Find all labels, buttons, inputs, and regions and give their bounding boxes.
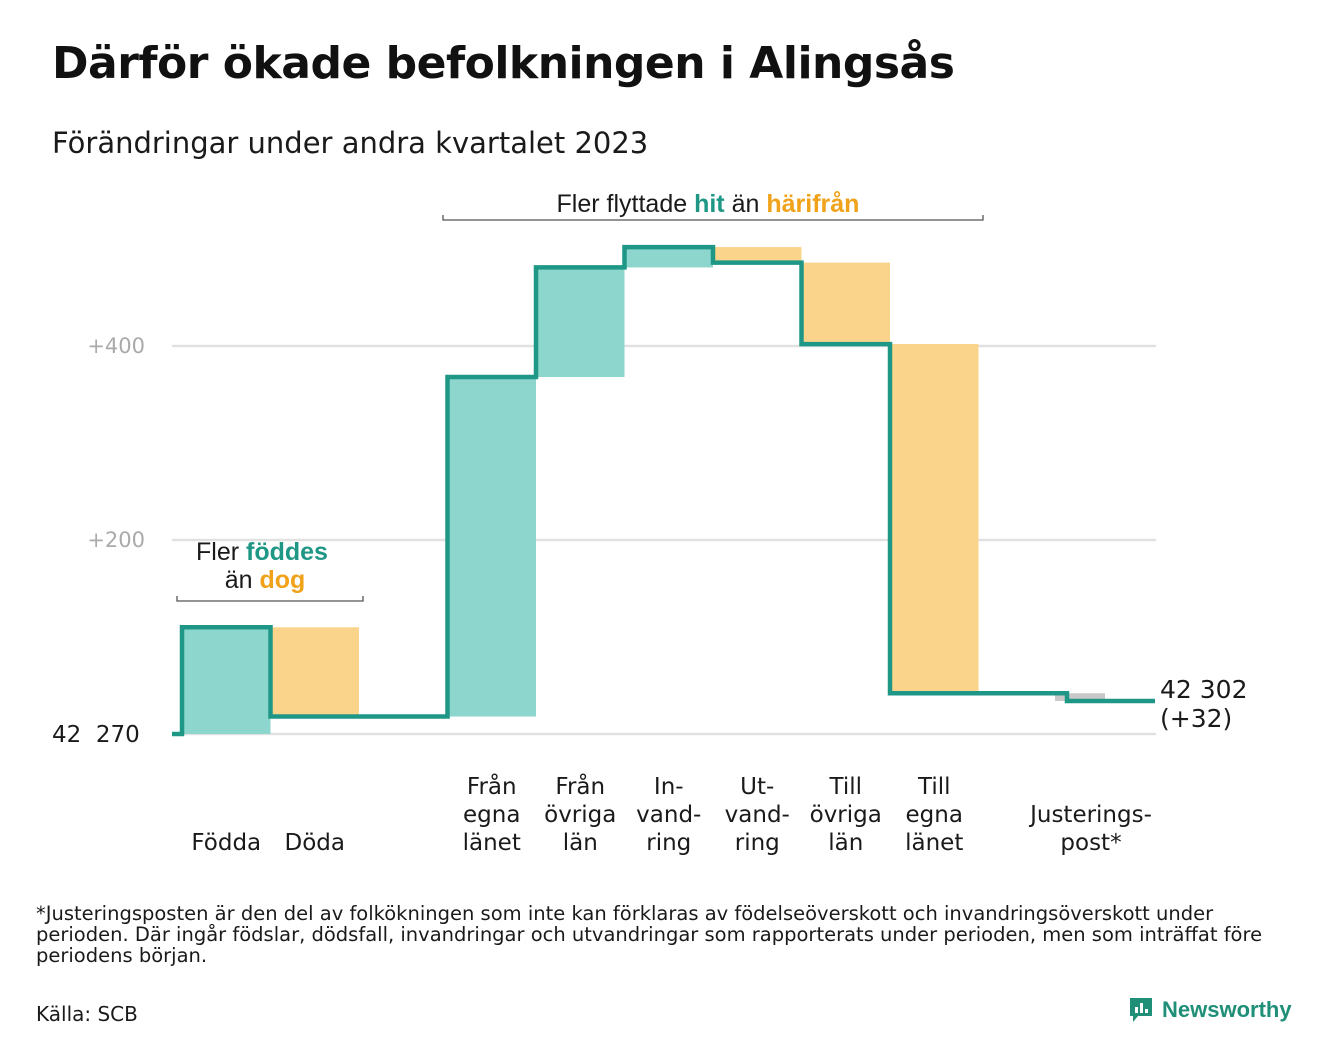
category-label: egna [463, 802, 520, 828]
end-change-label: (+32) [1160, 704, 1232, 733]
category-label: Justerings- [1028, 802, 1152, 828]
category-label: Från [555, 772, 605, 800]
bar-doda [270, 627, 359, 717]
category-label: Till [917, 774, 951, 800]
bar-utvandring [713, 247, 802, 263]
chart-title: Därför ökade befolkningen i Alingsås [52, 38, 955, 89]
grid-layer [172, 344, 1156, 736]
y-tick-label: +200 [87, 528, 145, 552]
bar-layer [182, 247, 1105, 734]
category-label: län [828, 830, 863, 856]
source-label: Källa: SCB [36, 1002, 138, 1026]
category-label: länet [905, 830, 963, 856]
bar-till_ovriga [801, 262, 890, 345]
category-label: Till [828, 774, 862, 800]
bar-fran_egna [447, 377, 536, 717]
category-label: ring [735, 830, 780, 856]
category-label: vand- [725, 802, 790, 828]
category-label: Från [467, 772, 517, 800]
chart-subtitle: Förändringar under andra kvartalet 2023 [52, 126, 649, 160]
bar-till_egna [890, 344, 979, 694]
brand-logo[interactable]: Newsworthy [1128, 996, 1292, 1024]
category-label: egna [906, 802, 963, 828]
end-value-label: 42 302 [1160, 675, 1247, 704]
y-tick-label: +400 [87, 334, 145, 358]
bar-fodda [182, 627, 271, 734]
bar-justering [1055, 693, 1105, 702]
newsworthy-logo-icon [1130, 998, 1152, 1022]
category-label: In- [654, 774, 684, 800]
line-layer [172, 244, 1155, 737]
category-label: ring [646, 830, 691, 856]
start-value-label: 42 270 [52, 722, 140, 748]
category-label: post* [1060, 830, 1121, 856]
footnote: *Justeringsposten är den del av folkökni… [36, 902, 1263, 967]
category-label: Födda [191, 830, 261, 856]
bar-invandring [624, 247, 713, 268]
moves-bracket [442, 215, 984, 221]
category-label: Döda [285, 830, 345, 856]
births-bracket [176, 596, 364, 602]
brand-name: Newsworthy [1162, 997, 1292, 1022]
category-label: övriga [810, 802, 882, 828]
bar-fran_ovriga [536, 267, 625, 378]
category-label: Ut- [740, 774, 774, 800]
category-label: länet [463, 830, 521, 856]
births-annotation-line2: än dog [225, 566, 306, 594]
category-label: län [563, 830, 598, 856]
births-annotation-line1: Fler föddes [196, 538, 328, 566]
category-label: vand- [636, 802, 701, 828]
cumulative-step-line [172, 244, 1155, 737]
category-label: övriga [544, 802, 616, 828]
moves-annotation: Fler flyttade hit än härifrån [557, 190, 860, 218]
